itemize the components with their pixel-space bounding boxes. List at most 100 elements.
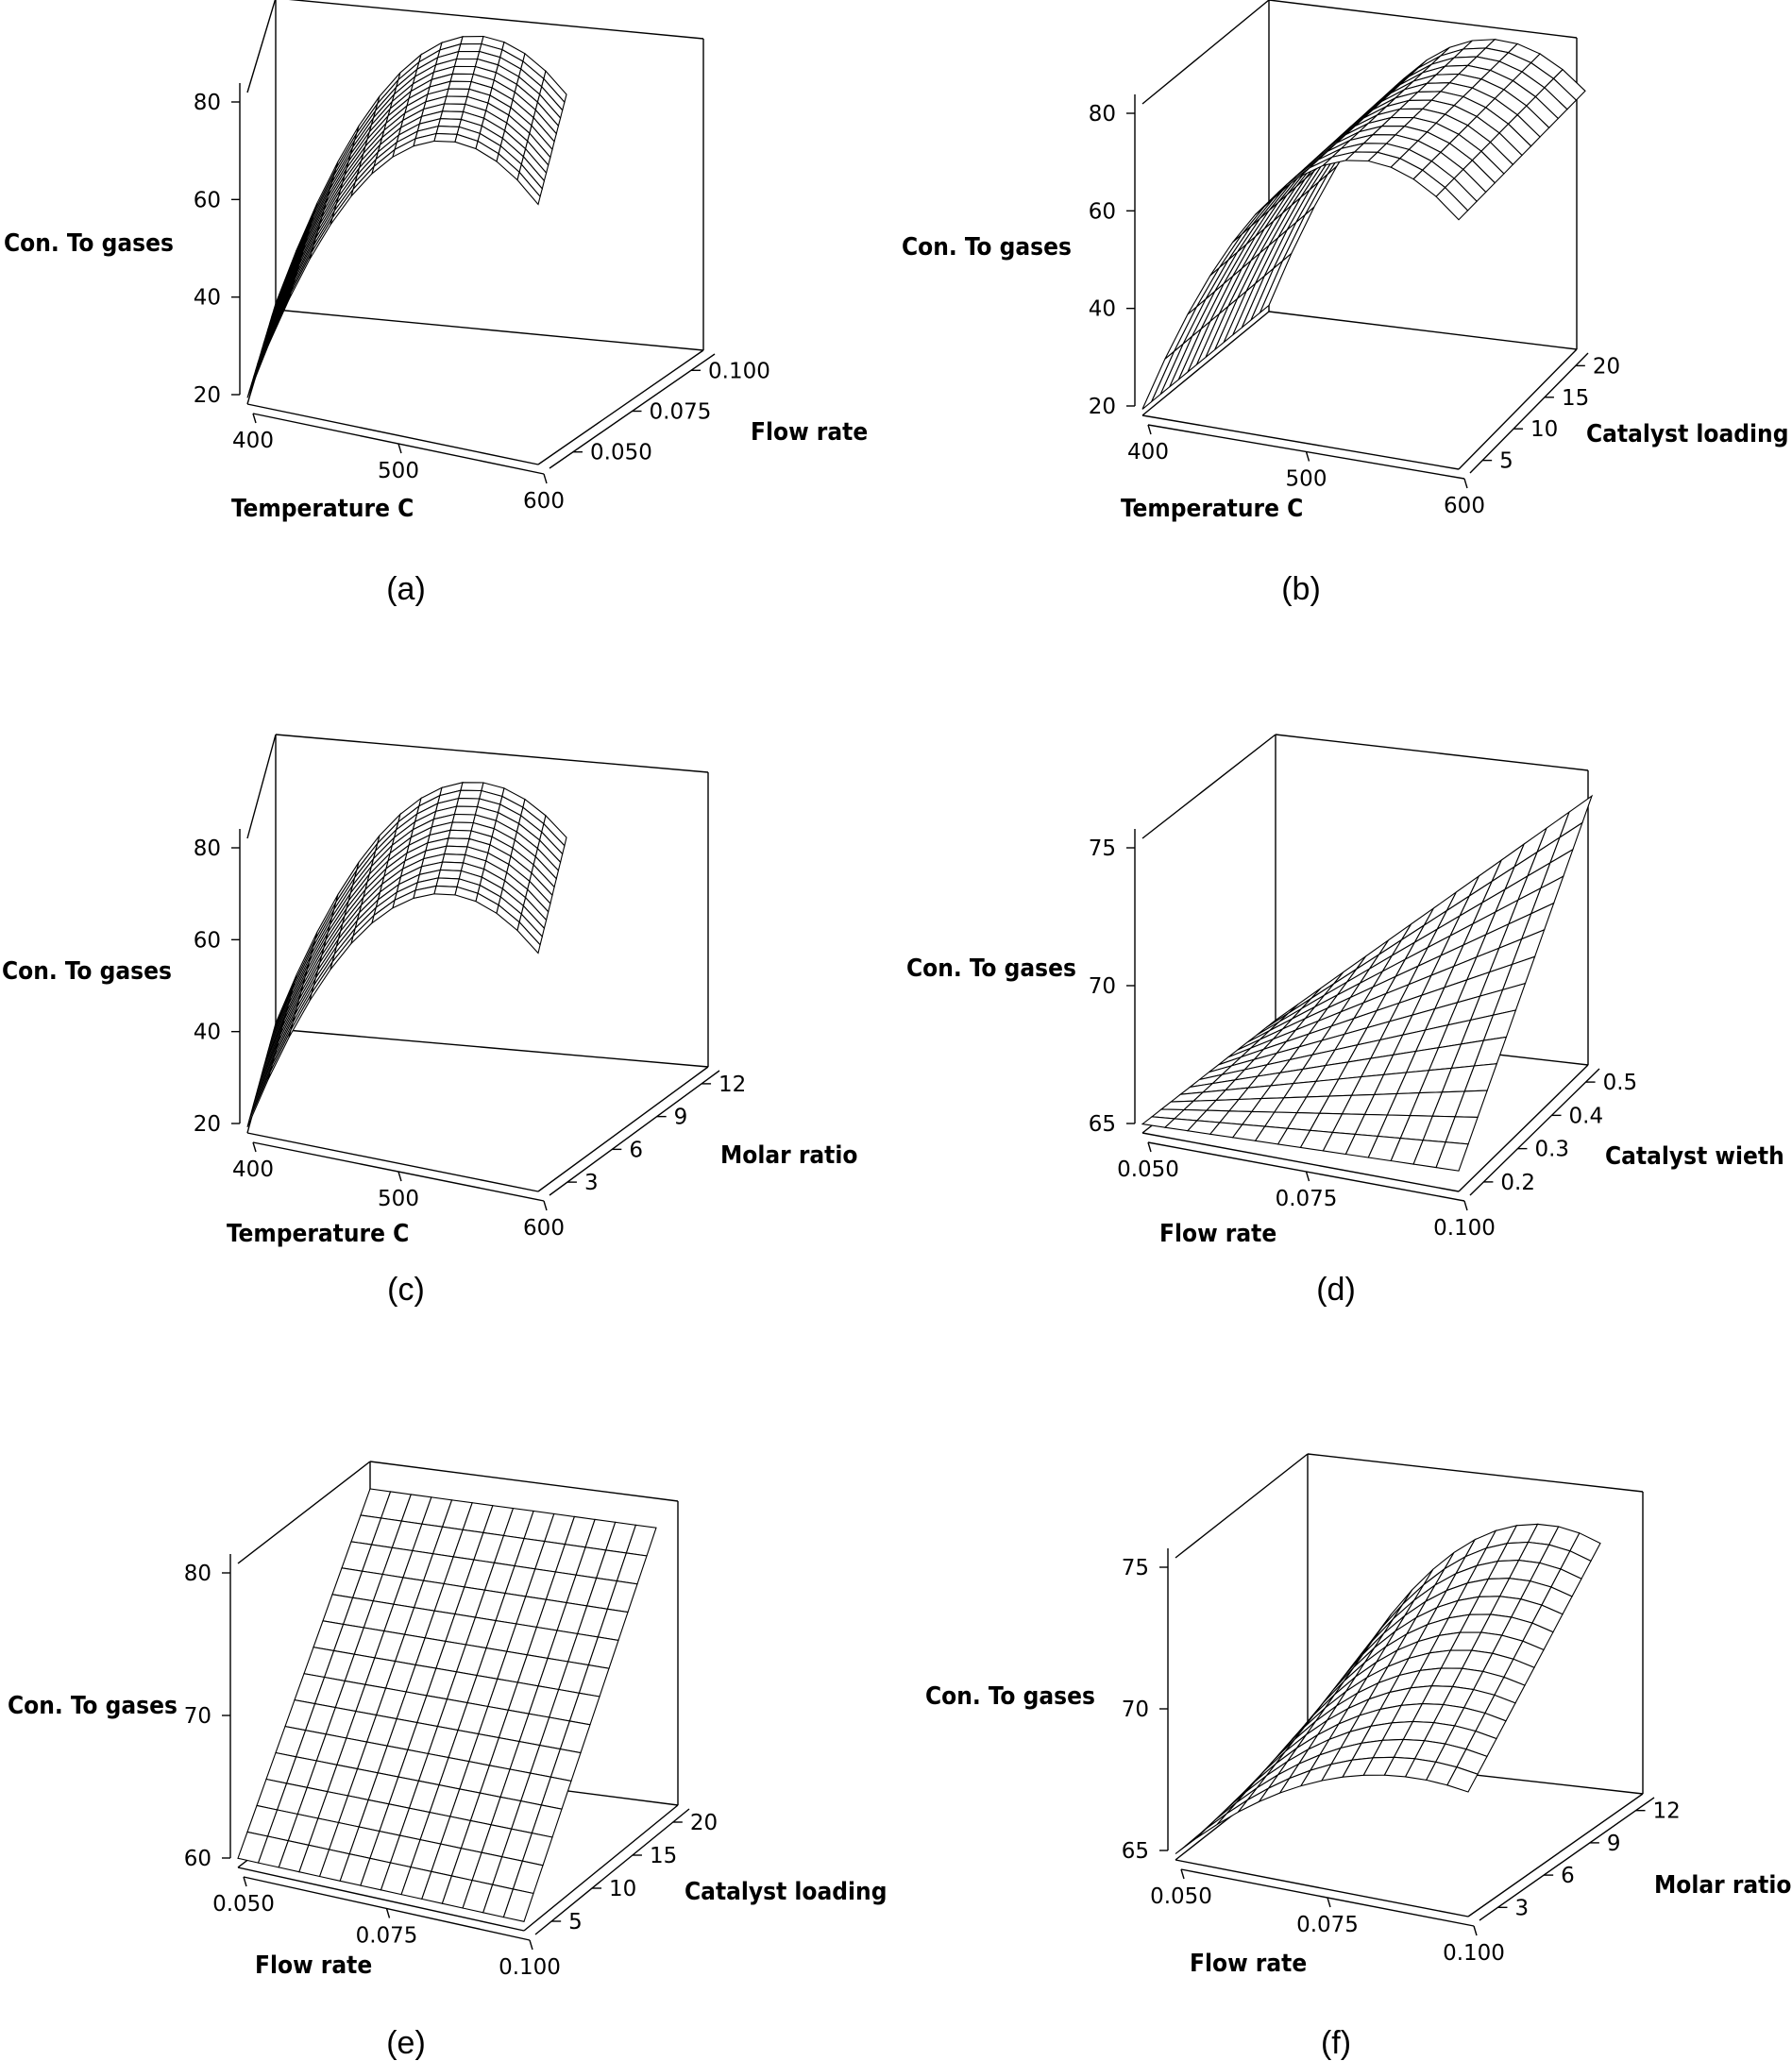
- top-back-edge: [275, 734, 709, 773]
- surface-cell: [1435, 186, 1469, 221]
- floor-right-edge: [1467, 1793, 1644, 1917]
- top-left-edge: [1141, 0, 1270, 105]
- top-left-edge: [1175, 1453, 1309, 1559]
- surface-mesh: [246, 782, 567, 1128]
- surface-cell: [460, 35, 484, 45]
- surface-cell: [439, 861, 465, 871]
- y-axis-label: Catalyst wieth: [1605, 1142, 1784, 1171]
- y-axis-line: [534, 1808, 690, 1935]
- z-tick-label: 75: [1089, 836, 1116, 861]
- surface-cell: [433, 132, 458, 143]
- x-axis-label: Temperature C: [227, 1220, 409, 1248]
- surface-cell: [439, 110, 465, 120]
- y-tick-label: 5: [568, 1910, 583, 1934]
- y-tick-label: 0.050: [590, 441, 652, 465]
- y-tick-label: 10: [609, 1877, 636, 1901]
- z-tick-label: 70: [184, 1704, 211, 1729]
- surface-cell: [1435, 1141, 1469, 1172]
- z-tick-label: 65: [1089, 1112, 1116, 1137]
- surface-cell: [435, 126, 461, 135]
- surface-cell: [246, 338, 271, 398]
- x-axis-label: Temperature C: [1121, 495, 1303, 523]
- surface-cell: [1446, 1766, 1479, 1793]
- y-tick-label: 6: [1561, 1864, 1575, 1888]
- surface-mesh: [246, 35, 567, 398]
- y-tick-label: 12: [718, 1073, 746, 1097]
- floor-back-edge: [275, 309, 704, 351]
- panel-caption: (d): [1316, 1272, 1356, 1308]
- x-tick: [1180, 1868, 1185, 1880]
- y-axis-line: [1479, 1797, 1655, 1921]
- surface-cell: [443, 95, 468, 105]
- y-tick-label: 9: [674, 1106, 688, 1130]
- z-tick-label: 20: [194, 1112, 221, 1137]
- y-axis-label: Molar ratio: [720, 1141, 857, 1170]
- floor-left-edge: [1141, 311, 1270, 416]
- z-tick-label: 20: [194, 383, 221, 408]
- x-tick: [397, 443, 402, 454]
- surface-cell: [441, 103, 466, 112]
- y-tick-label: 0.075: [650, 400, 712, 425]
- x-tick-label: 0.050: [1117, 1157, 1179, 1182]
- x-tick-label: 0.075: [356, 1924, 418, 1949]
- x-tick-label: 600: [523, 1216, 565, 1241]
- top-left-edge: [237, 1461, 371, 1564]
- top-left-edge: [1141, 734, 1276, 839]
- y-axis-label: Catalyst loading: [685, 1878, 887, 1906]
- x-tick: [1327, 1897, 1331, 1908]
- x-tick: [252, 1141, 257, 1153]
- surface-cell: [437, 869, 463, 880]
- floor-right-edge: [537, 1066, 709, 1192]
- z-tick-label: 70: [1089, 974, 1116, 999]
- x-tick-label: 400: [232, 429, 274, 453]
- floor-right-edge: [523, 1804, 679, 1932]
- x-axis-label: Flow rate: [1159, 1220, 1276, 1248]
- x-tick-label: 500: [1286, 467, 1327, 492]
- x-tick: [543, 1200, 548, 1211]
- top-left-edge: [246, 734, 277, 839]
- floor-right-edge: [1458, 348, 1578, 470]
- y-tick-label: 15: [650, 1844, 677, 1868]
- x-tick: [1147, 1141, 1152, 1153]
- x-tick-label: 400: [1127, 440, 1169, 465]
- x-axis-label: Temperature C: [231, 495, 414, 523]
- z-tick-label: 65: [1122, 1839, 1149, 1864]
- y-tick-label: 0.4: [1569, 1104, 1604, 1128]
- surface-cell: [1195, 1813, 1227, 1839]
- surface-cell: [443, 845, 468, 855]
- x-tick-label: 0.100: [499, 1955, 561, 1980]
- y-axis-line: [1469, 1068, 1600, 1196]
- z-tick-label: 60: [184, 1847, 211, 1871]
- surface-cell: [460, 782, 484, 792]
- x-tick: [1473, 1925, 1478, 1936]
- y-axis-line: [549, 1070, 720, 1196]
- surface-cell: [449, 821, 475, 832]
- z-axis-label: Con. To gases: [902, 233, 1072, 262]
- y-axis-label: Catalyst loading: [1586, 420, 1788, 448]
- surface-panel-e: 60 70 80 0.050 0.075 0.100 5 10 15 20 Con. To gase…: [8, 1461, 887, 2061]
- surface-cell: [502, 1888, 534, 1922]
- panel-caption: (f): [1321, 2025, 1351, 2061]
- top-back-edge: [1268, 0, 1578, 39]
- surface-cell: [449, 73, 475, 83]
- top-back-edge: [1307, 1453, 1644, 1493]
- surface-cell: [516, 921, 541, 954]
- z-axis-label: Con. To gases: [906, 954, 1076, 983]
- y-tick-label: 9: [1607, 1832, 1621, 1856]
- x-tick: [385, 1908, 391, 1918]
- floor-right-edge: [537, 349, 704, 465]
- y-tick-label: 6: [629, 1138, 643, 1162]
- x-tick: [1147, 424, 1152, 435]
- y-tick-label: 12: [1653, 1799, 1681, 1824]
- surface-cell: [453, 58, 479, 68]
- x-tick-label: 0.075: [1276, 1187, 1338, 1211]
- surface-cell: [437, 118, 463, 127]
- y-tick-label: 0.100: [708, 359, 770, 383]
- x-tick-label: 600: [523, 489, 565, 514]
- floor-right-edge: [1458, 1064, 1589, 1192]
- y-axis-label: Molar ratio: [1654, 1871, 1791, 1900]
- floor-front-edge: [1141, 1132, 1460, 1192]
- z-tick-label: 60: [1089, 199, 1116, 224]
